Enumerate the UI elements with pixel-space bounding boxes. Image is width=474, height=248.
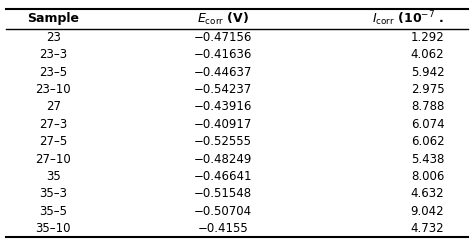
Text: 27–3: 27–3: [39, 118, 67, 131]
Text: 2.975: 2.975: [410, 83, 444, 96]
Text: 8.788: 8.788: [411, 100, 444, 114]
Text: −0.47156: −0.47156: [194, 31, 252, 44]
Text: −0.52555: −0.52555: [194, 135, 252, 148]
Text: −0.4155: −0.4155: [198, 222, 248, 235]
Text: 6.074: 6.074: [410, 118, 444, 131]
Text: 35–3: 35–3: [39, 187, 67, 200]
Text: 4.062: 4.062: [410, 48, 444, 61]
Text: Sample: Sample: [27, 12, 79, 25]
Text: −0.43916: −0.43916: [194, 100, 252, 114]
Text: 35: 35: [46, 170, 61, 183]
Text: 23–3: 23–3: [39, 48, 67, 61]
Text: 5.942: 5.942: [410, 66, 444, 79]
Text: −0.54237: −0.54237: [194, 83, 252, 96]
Text: −0.46641: −0.46641: [193, 170, 252, 183]
Text: −0.50704: −0.50704: [194, 205, 252, 218]
Text: $E_{\rm corr}$ (V): $E_{\rm corr}$ (V): [197, 11, 249, 27]
Text: 35–10: 35–10: [36, 222, 71, 235]
Text: 1.292: 1.292: [410, 31, 444, 44]
Text: 23: 23: [46, 31, 61, 44]
Text: 6.062: 6.062: [410, 135, 444, 148]
Text: 4.732: 4.732: [410, 222, 444, 235]
Text: 5.438: 5.438: [411, 153, 444, 166]
Text: −0.40917: −0.40917: [194, 118, 252, 131]
Text: 27–10: 27–10: [36, 153, 71, 166]
Text: 27: 27: [46, 100, 61, 114]
Text: 35–5: 35–5: [39, 205, 67, 218]
Text: 4.632: 4.632: [410, 187, 444, 200]
Text: −0.48249: −0.48249: [194, 153, 252, 166]
Text: −0.44637: −0.44637: [194, 66, 252, 79]
Text: 8.006: 8.006: [411, 170, 444, 183]
Text: $I_{\rm corr}$ (10$^{-7}$ .: $I_{\rm corr}$ (10$^{-7}$ .: [372, 9, 444, 28]
Text: 27–5: 27–5: [39, 135, 67, 148]
Text: −0.51548: −0.51548: [194, 187, 252, 200]
Text: −0.41636: −0.41636: [194, 48, 252, 61]
Text: 23–10: 23–10: [36, 83, 71, 96]
Text: 9.042: 9.042: [410, 205, 444, 218]
Text: 23–5: 23–5: [39, 66, 67, 79]
